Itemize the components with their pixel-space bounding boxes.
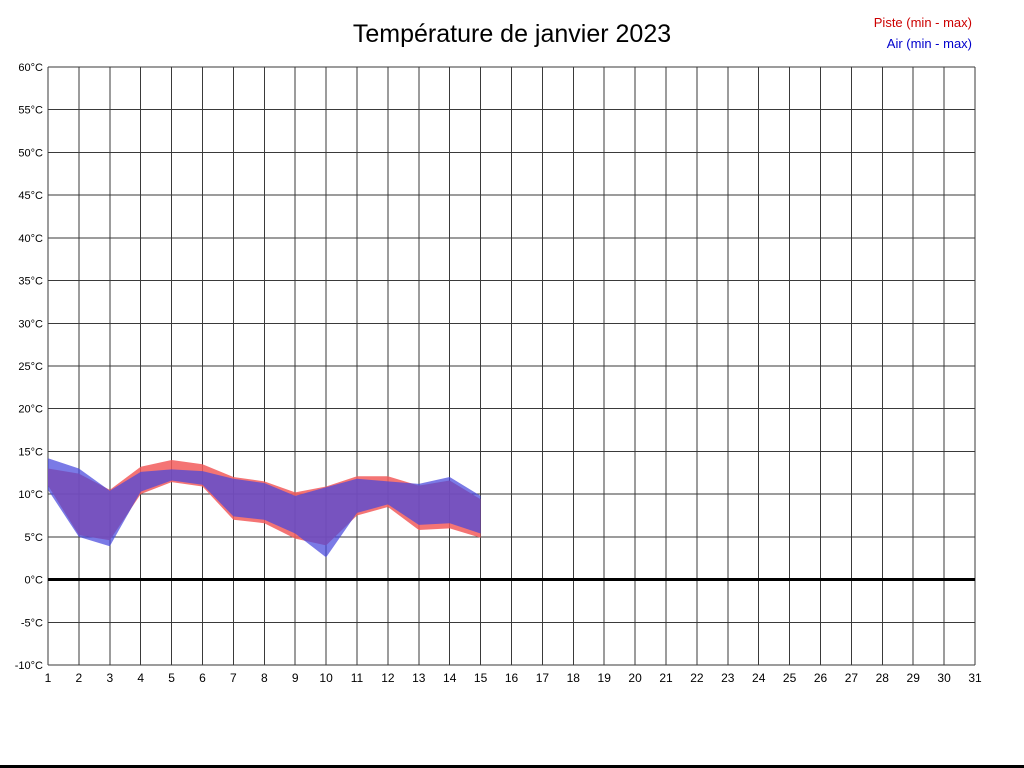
svg-text:6: 6 — [199, 671, 206, 685]
svg-text:55°C: 55°C — [18, 105, 43, 117]
svg-text:15: 15 — [474, 671, 488, 685]
legend-air-label: Air (min - max) — [886, 36, 972, 51]
legend: Piste (min - max) Air (min - max) — [874, 12, 972, 54]
svg-text:20: 20 — [628, 671, 642, 685]
svg-text:11: 11 — [351, 671, 364, 685]
svg-text:9: 9 — [292, 671, 299, 685]
svg-text:5: 5 — [168, 671, 175, 685]
svg-text:8: 8 — [261, 671, 268, 685]
svg-text:10: 10 — [319, 671, 333, 685]
svg-text:28: 28 — [876, 671, 890, 685]
svg-text:25°C: 25°C — [18, 361, 43, 373]
svg-text:50°C: 50°C — [18, 147, 43, 159]
svg-text:16: 16 — [505, 671, 519, 685]
svg-text:15°C: 15°C — [18, 446, 43, 458]
svg-text:21: 21 — [659, 671, 673, 685]
air-band — [48, 458, 481, 558]
svg-text:30°C: 30°C — [18, 318, 43, 330]
svg-text:17: 17 — [536, 671, 550, 685]
svg-text:18: 18 — [567, 671, 581, 685]
svg-text:40°C: 40°C — [18, 233, 43, 245]
svg-text:29: 29 — [907, 671, 921, 685]
svg-text:35°C: 35°C — [18, 276, 43, 288]
svg-text:60°C: 60°C — [18, 62, 43, 74]
grid — [47, 66, 976, 666]
svg-text:24: 24 — [752, 671, 766, 685]
svg-text:4: 4 — [137, 671, 144, 685]
svg-text:5°C: 5°C — [25, 532, 44, 544]
x-axis-labels: 1 2 3 4 5 6 7 8 9 10 11 12 13 14 15 16 17 18 19 20 21 22 23 24 2… — [45, 671, 982, 685]
svg-text:27: 27 — [845, 671, 859, 685]
svg-text:10°C: 10°C — [18, 489, 43, 501]
svg-text:25: 25 — [783, 671, 797, 685]
svg-text:13: 13 — [412, 671, 426, 685]
svg-text:23: 23 — [721, 671, 735, 685]
y-axis-labels: 60°C 55°C 50°C 45°C 40°C 35°C 30°C 25°C 20°C 15°C… — [15, 62, 43, 672]
svg-text:2: 2 — [76, 671, 83, 685]
svg-text:12: 12 — [381, 671, 395, 685]
svg-text:-10°C: -10°C — [15, 660, 43, 672]
svg-text:30: 30 — [937, 671, 951, 685]
svg-text:0°C: 0°C — [25, 575, 44, 587]
legend-piste-label: Piste (min - max) — [873, 15, 972, 30]
svg-text:20°C: 20°C — [18, 404, 43, 416]
svg-text:26: 26 — [814, 671, 828, 685]
svg-text:14: 14 — [443, 671, 457, 685]
svg-text:3: 3 — [106, 671, 113, 685]
svg-text:-5°C: -5°C — [21, 617, 43, 629]
svg-text:31: 31 — [968, 671, 982, 685]
chart-title: Température de janvier 2023 — [352, 20, 672, 48]
svg-text:22: 22 — [690, 671, 704, 685]
svg-text:1: 1 — [45, 671, 52, 685]
svg-text:7: 7 — [230, 671, 237, 685]
svg-text:19: 19 — [598, 671, 612, 685]
svg-text:45°C: 45°C — [18, 190, 43, 202]
